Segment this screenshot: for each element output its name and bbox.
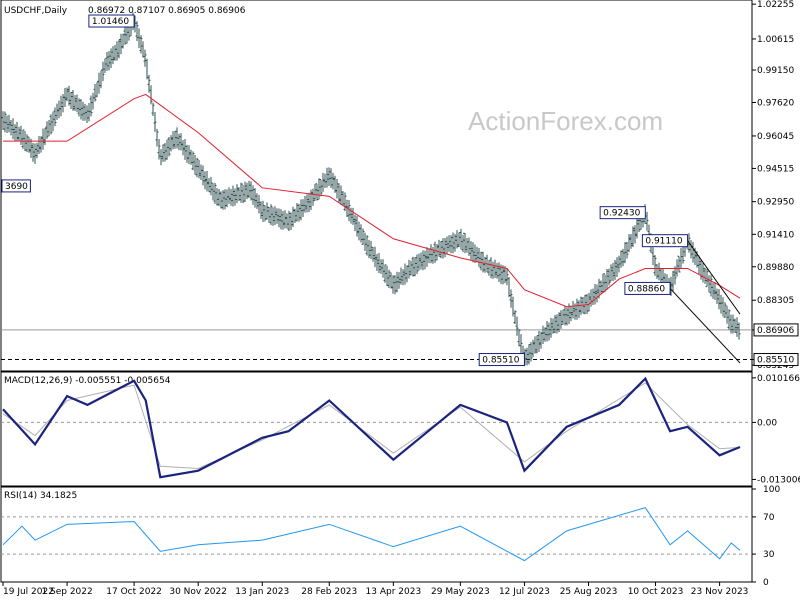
macd-tick-label: -0.013006: [757, 475, 800, 485]
annotation-box: [1, 179, 31, 193]
annotation-box: [478, 353, 525, 367]
time-tick-label: 23 Nov 2023: [691, 587, 749, 597]
price-tick-label: 0.99150: [757, 66, 794, 76]
time-tick-label: 28 Feb 2023: [301, 587, 357, 597]
rsi-panel-frame: [0, 486, 753, 583]
ohlc-label: 0.86972 0.87107 0.86905 0.86906: [88, 6, 246, 16]
price-tick-label: 1.02255: [757, 0, 794, 10]
price-tick-label: 0.89880: [757, 263, 794, 273]
time-tick-label: 30 Nov 2022: [169, 587, 227, 597]
macd-panel-frame: [0, 371, 753, 487]
rsi-tick-label: 0: [763, 578, 769, 588]
time-tick-label: 19 Jul 2022: [3, 587, 54, 597]
price-tick-label: 0.88305: [757, 296, 794, 306]
time-tick-label: 25 Aug 2023: [560, 587, 618, 597]
time-tick-label: 12 Jul 2023: [499, 587, 550, 597]
annotation-label: 0.85510: [482, 356, 519, 366]
rsi-tick-label: 70: [763, 513, 775, 523]
channel-line: [687, 240, 741, 315]
price-tick-label: 0.94515: [757, 164, 794, 174]
rsi-tick-label: 30: [763, 550, 775, 560]
time-tick-label: 10 Oct 2023: [628, 587, 684, 597]
rsi-label: RSI(14) 34.1825: [4, 491, 77, 501]
rsi-line: [2, 507, 741, 562]
price-tick-label: 0.92950: [757, 198, 794, 208]
price-level-box: [753, 353, 799, 367]
annotation-box: [88, 14, 135, 28]
price-tick-label: 0.97620: [757, 99, 794, 109]
annotation-label: 1.01460: [92, 17, 129, 27]
moving-average-line: [3, 93, 741, 308]
time-tick-label: 17 Oct 2022: [106, 587, 162, 597]
time-tick-label: 13 Apr 2023: [366, 587, 422, 597]
annotation-box: [641, 234, 689, 248]
annotation-box: [599, 206, 646, 220]
price-tick-label: 0.91410: [757, 230, 794, 240]
annotation-label: 3690: [5, 182, 28, 192]
time-tick-label: 29 May 2023: [431, 587, 490, 597]
price-tick-label: 0.85245: [757, 361, 794, 371]
time-tick-label: 1 Sep 2022: [41, 587, 92, 597]
price-level-label: 0.85510: [757, 356, 794, 366]
annotation-label: 0.91110: [645, 237, 682, 247]
rsi-tick-label: 100: [763, 485, 780, 495]
price-panel-frame: [0, 0, 753, 372]
annotation-label: 0.92430: [603, 209, 640, 219]
annotation-label: 0.88860: [628, 284, 665, 294]
macd-label: MACD(12,26,9) -0.005551 -0.005654: [4, 376, 171, 386]
annotation-box: [624, 281, 671, 295]
time-tick-label: 13 Jan 2023: [235, 587, 289, 597]
price-tick-label: 0.96045: [757, 132, 794, 142]
symbol-label: USDCHF,Daily: [4, 6, 68, 16]
price-level-label: 0.86906: [757, 326, 794, 336]
price-tick-label: 1.00615: [757, 35, 794, 45]
macd-tick-label: 0.010166: [757, 374, 800, 384]
macd-tick-label: 0.00: [757, 418, 777, 428]
price-level-box: [753, 323, 799, 337]
channel-line: [669, 288, 741, 364]
watermark: ActionForex.com: [468, 106, 663, 136]
macd-line: [2, 376, 741, 479]
